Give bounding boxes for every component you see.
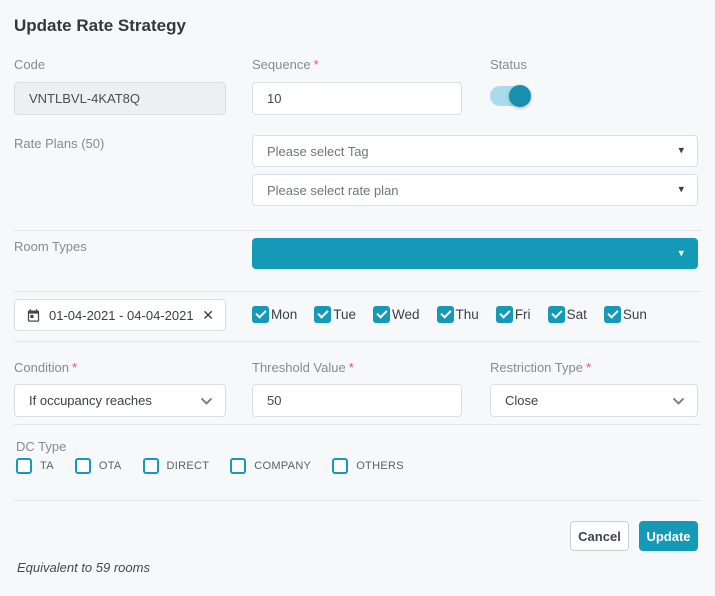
weekday-wed: Wed	[373, 306, 420, 323]
room-types-label: Room Types	[14, 239, 87, 254]
checkbox-label: Tue	[333, 307, 357, 322]
checkbox-wed[interactable]	[373, 306, 391, 323]
threshold-label: Threshold Value *	[252, 360, 354, 375]
divider	[14, 341, 701, 342]
divider	[14, 230, 701, 231]
checkbox-tue[interactable]	[314, 306, 332, 323]
checkbox-label: COMPANY	[254, 460, 312, 472]
dc-type-label: DC Type	[16, 439, 67, 454]
checkbox-company[interactable]	[230, 458, 247, 474]
caret-down-icon: ▾	[678, 183, 684, 196]
checkbox-label: Sat	[566, 307, 587, 322]
status-label: Status	[490, 57, 527, 72]
weekday-fri: Fri	[495, 306, 531, 323]
code-label: Code	[14, 57, 46, 72]
rate-plans-label: Rate Plans (50)	[14, 136, 105, 151]
restriction-type-select[interactable]: Close	[490, 384, 698, 417]
checkbox-label: Mon	[271, 307, 298, 322]
checkbox-label: Sun	[622, 307, 647, 322]
clear-date-icon[interactable]: ✕	[202, 306, 214, 323]
weekday-mon: Mon	[252, 306, 297, 323]
checkbox-mon[interactable]	[252, 306, 269, 323]
checkbox-sun[interactable]	[603, 306, 621, 323]
checkbox-label: Thu	[455, 307, 479, 322]
status-toggle-knob	[509, 85, 531, 107]
weekday-tue: Tue	[314, 306, 356, 323]
checkbox-fri[interactable]	[495, 306, 513, 323]
weekday-sat: Sat	[547, 306, 587, 323]
required-asterisk: *	[348, 360, 354, 375]
rate-plan-select-placeholder: Please select rate plan	[267, 182, 399, 198]
status-toggle[interactable]	[490, 85, 531, 107]
sequence-label: Sequence *	[252, 57, 319, 72]
page-title: Update Rate Strategy	[14, 16, 186, 35]
checkbox-label: OTA	[98, 460, 122, 472]
threshold-value-field[interactable]	[252, 384, 462, 417]
room-types-select[interactable]: ▾	[252, 238, 698, 269]
condition-label-text: Condition	[14, 360, 69, 375]
rate-plan-select[interactable]: Please select rate plan ▾	[252, 174, 698, 206]
tag-select-placeholder: Please select Tag	[267, 143, 369, 159]
caret-down-icon: ▾	[678, 247, 684, 259]
calendar-icon	[26, 308, 41, 323]
required-asterisk: *	[313, 57, 319, 72]
checkbox-label: OTHERS	[356, 460, 404, 472]
checkbox-label: Fri	[514, 307, 531, 322]
dc-type-company: COMPANY	[230, 458, 311, 474]
update-button[interactable]: Update	[639, 521, 698, 551]
checkbox-label: TA	[40, 460, 54, 472]
restriction-type-label: Restriction Type *	[490, 360, 591, 375]
weekday-thu: Thu	[436, 306, 479, 323]
tag-select[interactable]: Please select Tag ▾	[252, 135, 698, 167]
required-asterisk: *	[585, 360, 592, 375]
dc-type-ota: OTA	[74, 458, 122, 474]
divider	[14, 291, 701, 292]
checkbox-others[interactable]	[332, 458, 349, 474]
date-range-value: 01-04-2021 - 04-04-2021	[49, 307, 194, 323]
checkbox-label: DIRECT	[166, 460, 210, 472]
required-asterisk: *	[71, 360, 77, 375]
condition-label: Condition *	[14, 360, 77, 375]
checkbox-thu[interactable]	[436, 306, 454, 323]
sequence-field[interactable]	[252, 82, 462, 115]
weekday-checkbox-group: Mon Tue Wed Thu Fri Sat Sun	[252, 306, 647, 323]
dc-type-ta: TA	[16, 458, 54, 474]
divider	[14, 424, 701, 425]
checkbox-direct[interactable]	[142, 458, 159, 474]
chevron-down-icon	[200, 392, 213, 410]
checkbox-ota[interactable]	[74, 458, 91, 474]
dc-type-checkbox-group: TA OTA DIRECT COMPANY OTHERS	[16, 458, 404, 474]
caret-down-icon: ▾	[678, 144, 684, 157]
restriction-selected-value: Close	[505, 393, 539, 408]
date-range-picker[interactable]: 01-04-2021 - 04-04-2021 ✕	[14, 299, 226, 331]
chevron-down-icon	[672, 392, 685, 410]
dc-type-direct: DIRECT	[142, 458, 210, 474]
dc-type-others: OTHERS	[332, 458, 404, 474]
divider	[14, 500, 701, 501]
code-field	[14, 82, 226, 115]
condition-selected-value: If occupancy reaches	[29, 393, 152, 408]
checkbox-label: Wed	[392, 307, 420, 322]
condition-select[interactable]: If occupancy reaches	[14, 384, 226, 417]
cancel-button[interactable]: Cancel	[570, 521, 629, 551]
checkbox-sat[interactable]	[547, 306, 565, 323]
restriction-type-label-text: Restriction Type	[490, 360, 583, 375]
equivalent-rooms-note: Equivalent to 59 rooms	[17, 560, 150, 575]
weekday-sun: Sun	[603, 306, 647, 323]
threshold-label-text: Threshold Value	[252, 360, 346, 375]
sequence-label-text: Sequence	[252, 57, 311, 72]
checkbox-ta[interactable]	[16, 458, 32, 474]
